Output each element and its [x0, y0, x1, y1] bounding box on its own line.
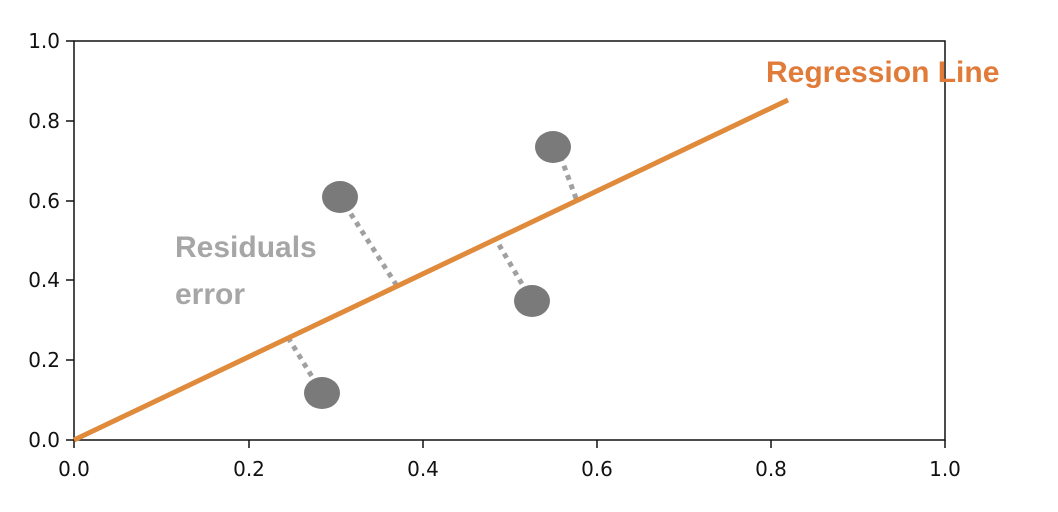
y-tick-label: 0.4 [28, 268, 60, 292]
y-tick-label: 0.6 [28, 189, 60, 213]
x-axis: 0.0 0.2 0.4 0.6 0.8 1.0 [58, 440, 961, 481]
x-tick-label: 0.4 [407, 457, 439, 481]
data-point [535, 131, 571, 163]
data-point [322, 181, 358, 213]
residuals-label-line2: error [175, 278, 245, 311]
regression-line [72, 97, 790, 443]
y-tick-label: 0.8 [28, 109, 60, 133]
regression-line-label: Regression Line [766, 56, 999, 89]
data-point [304, 377, 340, 409]
x-tick-label: 1.0 [929, 457, 961, 481]
data-points [304, 131, 571, 409]
y-axis: 0.0 0.2 0.4 0.6 0.8 1.0 [28, 29, 74, 452]
y-tick-label: 1.0 [28, 29, 60, 53]
y-tick-label: 0.0 [28, 428, 60, 452]
data-point [514, 285, 550, 317]
x-tick-label: 0.8 [755, 457, 787, 481]
x-tick-label: 0.0 [58, 457, 90, 481]
x-tick-label: 0.6 [581, 457, 613, 481]
y-tick-label: 0.2 [28, 348, 60, 372]
residuals-label-line1: Residuals [175, 231, 317, 264]
x-tick-label: 0.2 [233, 457, 265, 481]
plot-area-frame [73, 40, 946, 441]
